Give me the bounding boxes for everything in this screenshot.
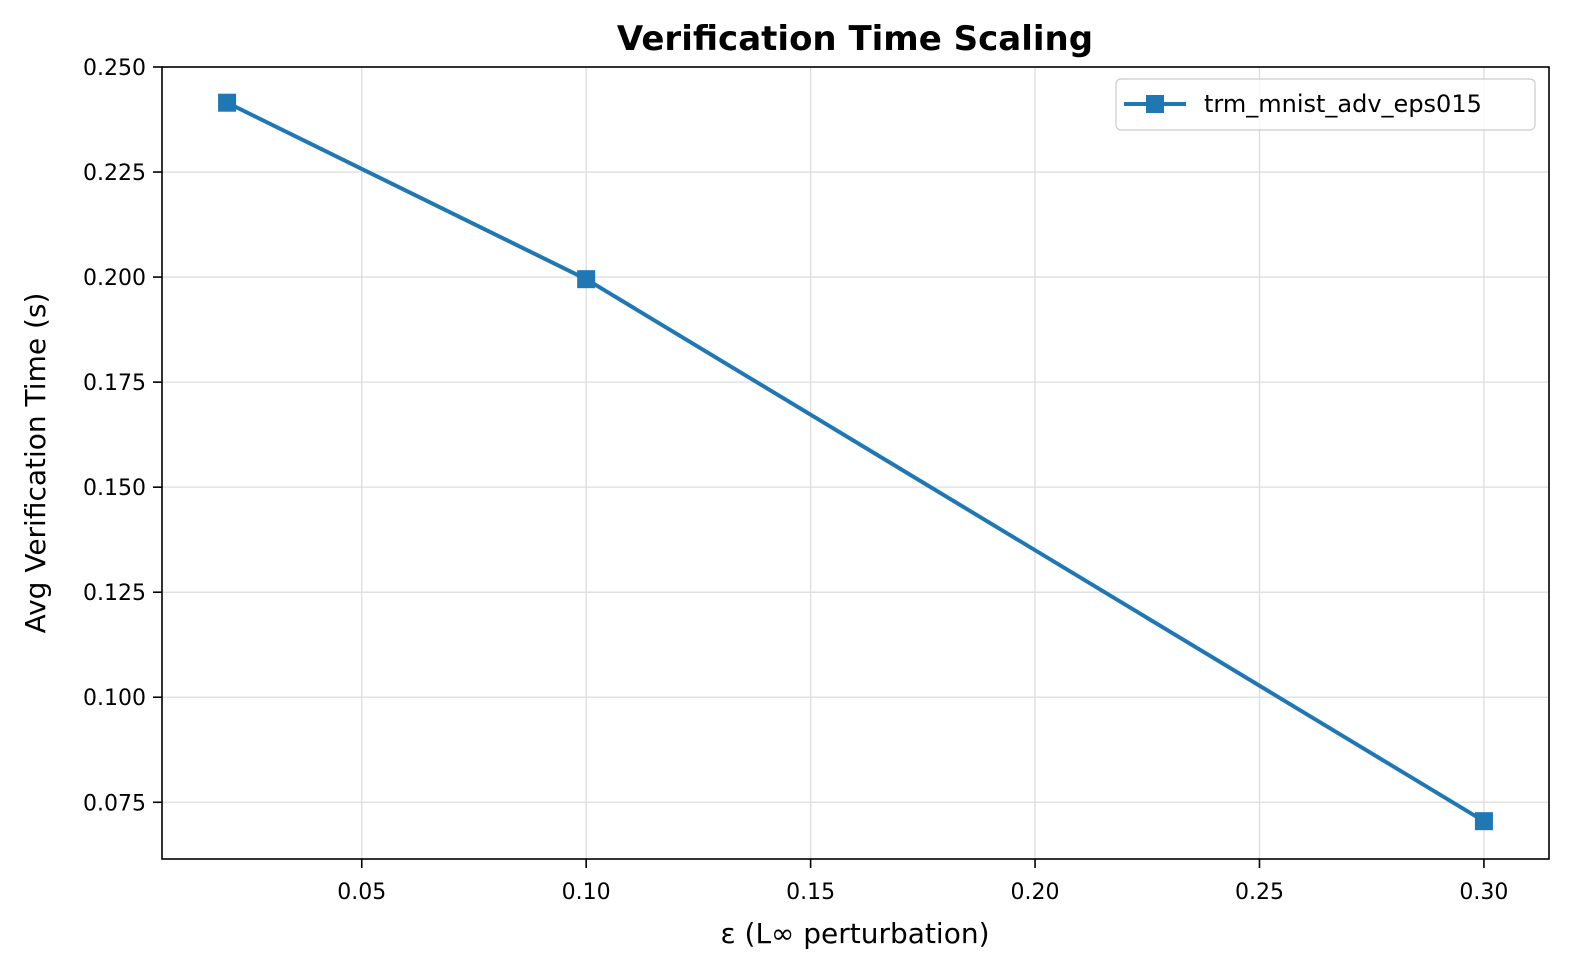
x-tick-label: 0.10	[562, 880, 611, 905]
y-tick-label: 0.250	[83, 56, 146, 81]
plot-frame	[161, 66, 1550, 860]
y-axis-ticks: 0.075 0.100 0.125 0.150 0.175 0.200 0.225 0.250	[83, 56, 162, 816]
y-tick-label: 0.175	[83, 371, 146, 396]
legend-marker-swatch	[1146, 95, 1164, 113]
y-tick-label: 0.150	[83, 476, 146, 501]
x-tick-label: 0.05	[337, 880, 386, 905]
x-tick-label: 0.15	[786, 880, 835, 905]
legend-box	[1115, 78, 1536, 131]
legend-entry-label: trm_mnist_adv_eps015	[1204, 90, 1482, 118]
x-axis-ticks: 0.05 0.10 0.15 0.20 0.25 0.30	[337, 859, 1508, 905]
data-point-marker	[1474, 812, 1493, 831]
y-tick-label: 0.225	[83, 161, 146, 186]
chart-title: Verification Time Scaling	[617, 19, 1093, 59]
x-tick-label: 0.20	[1011, 880, 1060, 905]
legend: trm_mnist_adv_eps015	[1115, 78, 1536, 131]
y-axis-label: Avg Verification Time (s)	[19, 293, 52, 634]
x-tick-label: 0.30	[1459, 880, 1508, 905]
y-tick-label: 0.125	[83, 581, 146, 606]
y-tick-label: 0.100	[83, 686, 146, 711]
x-axis-label: ε (L∞ perturbation)	[720, 917, 989, 950]
series-layer	[218, 93, 1493, 831]
y-tick-label: 0.075	[83, 791, 146, 816]
y-tick-label: 0.200	[83, 266, 146, 291]
data-point-marker	[577, 270, 596, 289]
x-tick-label: 0.25	[1235, 880, 1284, 905]
data-point-marker	[218, 93, 237, 112]
